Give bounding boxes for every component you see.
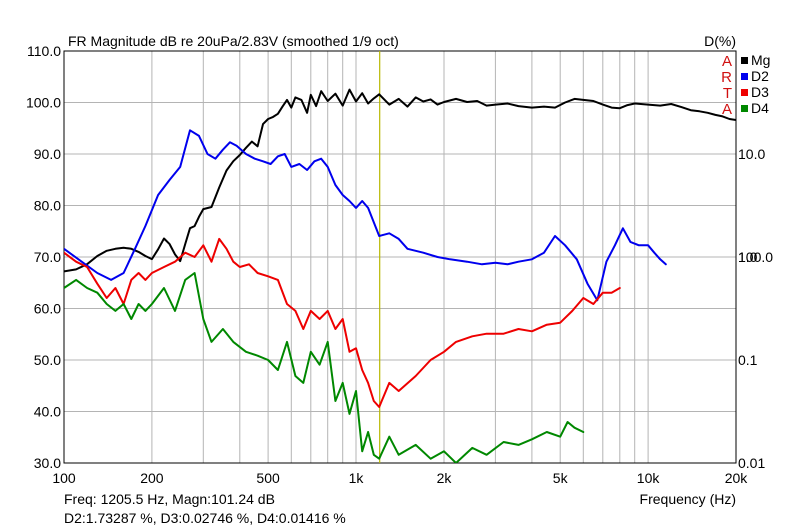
y-tick-label: 40.0 [34,404,61,420]
y-tick-label: 110.0 [27,43,61,59]
x-tick-label: 20k [725,470,749,486]
plot-frame [63,50,737,464]
y2-tick-label: 10.0 [738,146,765,162]
y2-tick-label: 1.0 [738,249,758,265]
y-tick-label: 70.0 [34,249,61,265]
series-line-d4 [64,272,585,463]
x-tick-label: 500 [256,470,280,486]
watermark-letter: A [722,101,732,118]
x-axis-ticks: 100 200 500 1k 2k 5k 10k 20k [52,470,748,486]
y-tick-label: 30.0 [34,455,61,471]
legend-swatch-mg [741,57,748,64]
legend-label-d4: D4 [751,100,769,116]
right-axis-ticks: 0.01 0.1 1.0 10.0 100.0 [738,146,773,471]
x-tick-label: 200 [140,470,164,486]
chart-title: FR Magnitude dB re 20uPa/2.83V (smoothed… [68,33,399,49]
watermark-letter: T [723,85,732,102]
series-group [64,88,736,463]
x-axis-label: Frequency (Hz) [640,491,736,507]
readout-line2: D2:1.73287 %, D3:0.02746 %, D4:0.01416 % [64,510,346,526]
x-tick-label: 10k [637,470,661,486]
x-tick-label: 1k [349,470,365,486]
grid [64,51,736,463]
y2-tick-label: 100.0 [738,249,773,265]
x-tick-label: 100 [52,470,76,486]
watermark-letter: A [722,53,732,70]
y-tick-label: 60.0 [34,301,61,317]
legend-swatch-d4 [741,105,748,112]
y-tick-label: 90.0 [34,146,61,162]
legend-label-mg: Mg [751,52,770,68]
x-tick-label: 2k [437,470,453,486]
right-axis-title: D(%) [704,33,736,49]
watermark-letter: R [721,69,732,86]
legend-label-d3: D3 [751,84,769,100]
legend-swatch-d3 [741,89,748,96]
legend-label-d2: D2 [751,68,769,84]
series-line-d2 [64,129,667,302]
legend-swatch-d2 [741,73,748,80]
y-tick-label: 100.0 [26,95,61,111]
left-axis-ticks: 30.0 40.0 50.0 60.0 70.0 80.0 90.0 100.0 110.0 [26,43,61,471]
y-tick-label: 80.0 [34,198,61,214]
y2-tick-label: 0.1 [738,352,758,368]
y2-tick-label: 0.01 [738,455,765,471]
readout-line1: Freq: 1205.5 Hz, Magn:101.24 dB [64,491,275,507]
series-line-d3 [64,237,621,408]
y-tick-label: 50.0 [34,352,61,368]
x-tick-label: 5k [553,470,569,486]
